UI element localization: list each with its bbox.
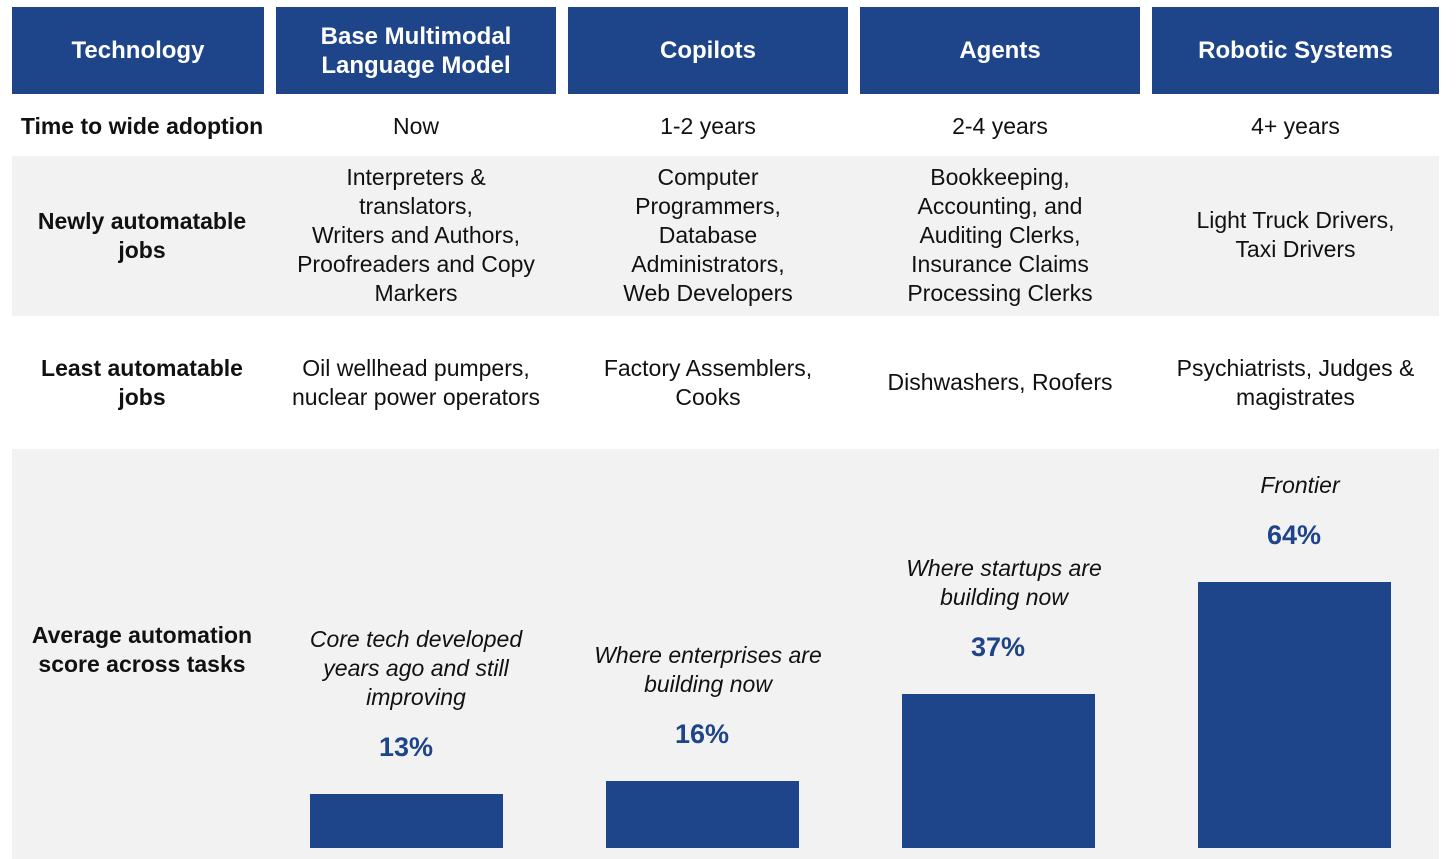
- bar-annotation-agents: Where startups are building now: [906, 555, 1102, 610]
- bar-annotation-copilots: Where enterprises are building now: [594, 642, 822, 697]
- header-robotic-systems: Robotic Systems: [1152, 7, 1439, 94]
- adoption-base: Now: [392, 112, 439, 139]
- least-copilots: Factory Assemblers, Cooks: [603, 354, 813, 410]
- newly-agents: Bookkeeping, Accounting, and Auditing Cl…: [907, 163, 1093, 306]
- least-base: Oil wellhead pumpers, nuclear power oper…: [291, 354, 541, 410]
- bar-value-label-copilots: 16%: [674, 719, 730, 749]
- newly-copilots: Computer Programmers, Database Administr…: [623, 163, 793, 306]
- adoption-agents: 2-4 years: [952, 112, 1048, 139]
- bar-annotation-base: Core tech developed years ago and still …: [309, 626, 523, 710]
- header-technology: Technology: [12, 7, 264, 94]
- bar-value-label-robotic: 64%: [1266, 520, 1322, 550]
- newly-base: Interpreters & translators, Writers and …: [297, 163, 535, 306]
- least-agents: Dishwashers, Roofers: [887, 369, 1113, 395]
- least-robotic: Psychiatrists, Judges & magistrates: [1176, 354, 1415, 410]
- band-newly-automatable: [12, 156, 1439, 316]
- row-label-score: Average automation score across tasks: [31, 622, 253, 677]
- adoption-copilots: 1-2 years: [660, 112, 756, 139]
- bar-agents: [901, 694, 1095, 848]
- newly-robotic: Light Truck Drivers, Taxi Drivers: [1196, 207, 1395, 262]
- row-label-newly: Newly automatable jobs: [37, 208, 247, 263]
- bar-copilots: [605, 781, 799, 848]
- bar-annotation-robotic: Frontier: [1260, 472, 1340, 498]
- header-copilots: Copilots: [568, 7, 848, 94]
- bar-value-label-agents: 37%: [970, 632, 1026, 662]
- row-label-adoption: Time to wide adoption: [20, 112, 264, 139]
- header-agents: Agents: [860, 7, 1140, 94]
- header-base-multimodal-language-model: Base Multimodal Language Model: [276, 7, 556, 94]
- bar-robotic: [1197, 582, 1391, 848]
- bar-base: [309, 794, 503, 848]
- adoption-robotic: 4+ years: [1251, 112, 1340, 139]
- bar-value-label-base: 13%: [378, 732, 434, 762]
- row-label-least: Least automatable jobs: [41, 354, 243, 410]
